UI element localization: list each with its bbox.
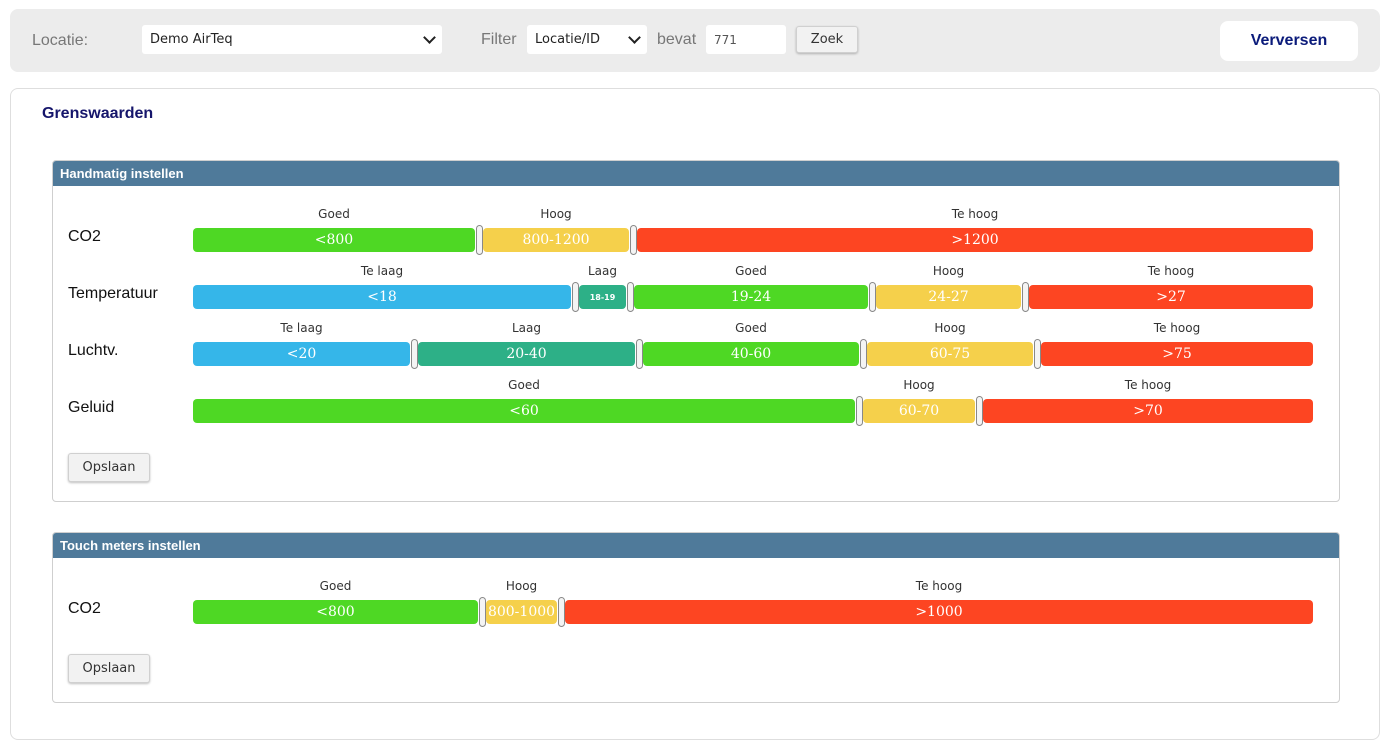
grenswaarden-card: Grenswaarden Handmatig instellen Opslaan… (10, 88, 1380, 740)
bevat-label: bevat (657, 31, 697, 48)
range-segment: <20 (193, 342, 410, 366)
slider-handle[interactable] (627, 282, 634, 312)
segment-name: Hoog (505, 579, 538, 593)
locatie-select-value: Demo AirTeq (150, 32, 233, 47)
segment-name: Te hoog (915, 579, 963, 593)
range-segment: 40-60 (643, 342, 859, 366)
slider-handle[interactable] (558, 597, 565, 627)
locatie-select[interactable]: Demo AirTeq (142, 25, 442, 54)
slider-handle[interactable] (411, 339, 418, 369)
row-label: Geluid (68, 399, 115, 416)
row-label: CO2 (68, 228, 101, 245)
range-segment: >27 (1029, 285, 1313, 309)
range-segment: >1200 (637, 228, 1313, 252)
range-segment: 800-1200 (483, 228, 629, 252)
slider-handle[interactable] (630, 225, 637, 255)
range-segment: <800 (193, 228, 475, 252)
segment-name: Goed (735, 264, 767, 278)
segment-name: Goed (508, 378, 540, 392)
verversen-button[interactable]: Verversen (1220, 21, 1358, 61)
segment-name: Goed (735, 321, 767, 335)
segment-name: Goed (318, 207, 350, 221)
touch-settings-panel: Touch meters instellen Opslaan CO2 Goed <8… (52, 532, 1340, 703)
manual-save-button[interactable]: Opslaan (68, 453, 150, 482)
segment-name: Te laag (280, 321, 323, 335)
slider-handle[interactable] (636, 339, 643, 369)
slider-handle[interactable] (856, 396, 863, 426)
segment-name: Hoog (903, 378, 935, 392)
range-segment: 60-75 (867, 342, 1033, 366)
range-segment: <18 (193, 285, 571, 309)
slider-handle[interactable] (860, 339, 867, 369)
zoek-button[interactable]: Zoek (796, 26, 858, 53)
manual-settings-panel: Handmatig instellen Opslaan CO2 Goed <800 H… (52, 160, 1340, 502)
segment-name: Hoog (932, 264, 965, 278)
range-segment: 60-70 (863, 399, 975, 423)
segment-name: Hoog (540, 207, 572, 221)
range-segment: >70 (983, 399, 1313, 423)
search-input[interactable]: 771 (706, 25, 786, 54)
locatie-label: Locatie: (32, 32, 89, 49)
slider-handle[interactable] (476, 225, 483, 255)
top-toolbar: Locatie: Demo AirTeq Filter Locatie/ID b… (10, 9, 1380, 72)
segment-name: Te hoog (1147, 264, 1195, 278)
card-title: Grenswaarden (42, 105, 154, 122)
touch-panel-title: Touch meters instellen (53, 533, 1339, 558)
segment-name: Laag (587, 264, 618, 278)
segment-name: Te hoog (951, 207, 999, 221)
segment-name: Te hoog (1153, 321, 1201, 335)
row-label: Temperatuur (68, 285, 158, 302)
chevron-down-icon (423, 30, 436, 44)
slider-handle[interactable] (572, 282, 579, 312)
slider-handle[interactable] (479, 597, 486, 627)
filter-select-value: Locatie/ID (535, 32, 601, 47)
filter-label: Filter (481, 31, 517, 48)
range-segment: >75 (1041, 342, 1313, 366)
slider-handle[interactable] (1034, 339, 1041, 369)
segment-name: Goed (319, 579, 352, 593)
range-segment: <800 (193, 600, 478, 624)
segment-name: Hoog (934, 321, 966, 335)
manual-panel-title: Handmatig instellen (53, 161, 1339, 186)
range-segment: <60 (193, 399, 855, 423)
range-segment: 18-19 (579, 285, 626, 309)
range-segment: 20-40 (418, 342, 635, 366)
range-segment: 19-24 (634, 285, 868, 309)
chevron-down-icon (628, 30, 641, 44)
row-label: CO2 (68, 600, 101, 617)
range-segment: >1000 (565, 600, 1313, 624)
range-segment: 24-27 (876, 285, 1021, 309)
filter-select[interactable]: Locatie/ID (527, 25, 647, 54)
segment-name: Te laag (360, 264, 404, 278)
slider-handle[interactable] (869, 282, 876, 312)
slider-handle[interactable] (976, 396, 983, 426)
range-segment: 800-1000 (486, 600, 557, 624)
segment-name: Laag (511, 321, 542, 335)
touch-save-button[interactable]: Opslaan (68, 654, 150, 683)
segment-name: Te hoog (1124, 378, 1172, 392)
slider-handle[interactable] (1022, 282, 1029, 312)
row-label: Luchtv. (68, 342, 119, 359)
